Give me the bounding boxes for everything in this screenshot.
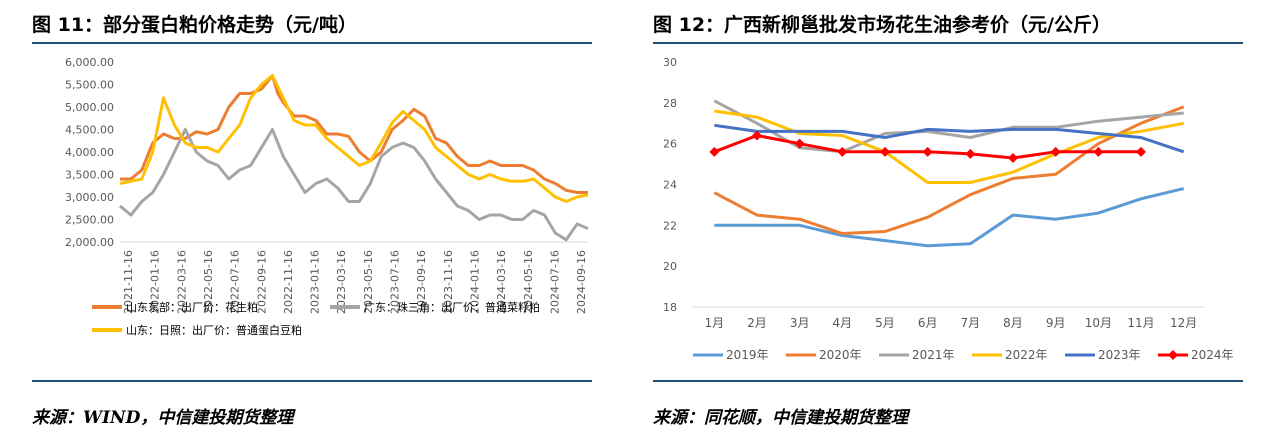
y-tick-label: 26: [663, 138, 677, 151]
y-tick-label: 6,000.00: [65, 56, 114, 69]
series-marker-5: [880, 146, 890, 157]
y-tick-label: 4,500.00: [65, 124, 114, 137]
figure-12-title-rule: [653, 42, 1243, 44]
series-line-0: [714, 187, 1185, 248]
y-tick-label: 30: [663, 56, 677, 69]
x-tick-label: 2023-01-16: [309, 250, 322, 314]
x-tick-label: 2022-01-16: [149, 250, 162, 314]
series-marker-5: [922, 146, 933, 157]
x-tick-label: 8月: [1003, 316, 1023, 330]
y-tick-label: 24: [663, 179, 677, 192]
figure-11-source: 来源：WIND，中信建投期货整理: [32, 408, 294, 428]
meal-price-chart: 2,000.00 2,500.00 3,000.00 3,500.00 4,000.00…: [65, 56, 589, 337]
x-tick-label: 2024-07-16: [548, 250, 561, 314]
y-tick-label: 4,000.00: [65, 146, 114, 159]
x-tick-label: 2022-07-16: [229, 250, 242, 314]
legend-label-0: 山东东部：出厂价：花生粕: [126, 300, 258, 314]
x-tick-label: 2月: [747, 316, 767, 330]
x-tick-label: 2022-05-16: [202, 250, 215, 314]
x-tick-label: 2021-11-16: [122, 250, 135, 314]
legend-label-1: 2020年: [819, 348, 862, 362]
figure-11-panel: 图 11：部分蛋白粕价格走势（元/吨） 2,000.00 2,500.00 3,00…: [0, 0, 630, 437]
x-tick-label: 7月: [961, 316, 981, 330]
legend-label-5: 2024年: [1191, 348, 1234, 362]
x-tick-label: 11月: [1127, 316, 1154, 330]
x-tick-label: 1月: [705, 316, 725, 330]
x-tick-label: 2023-11-16: [442, 250, 455, 314]
series-marker-5: [1136, 146, 1146, 157]
x-tick-label: 2024-01-16: [468, 250, 481, 314]
figure-12-source: 来源：同花顺，中信建投期货整理: [653, 408, 908, 428]
series-line-1: [713, 105, 1185, 235]
y-tick-label: 2,500.00: [65, 214, 114, 227]
x-tick-label: 4月: [833, 316, 853, 330]
x-tick-label: 2022-03-16: [175, 250, 188, 314]
series-marker-5: [1050, 146, 1061, 157]
x-tick-label: 2022-11-16: [282, 250, 295, 314]
figure-12-title: 图 12：广西新柳邕批发市场花生油参考价（元/公斤）: [653, 14, 1111, 36]
series-marker-5: [965, 148, 976, 159]
series-marker-5: [1008, 152, 1018, 163]
legend-label-0: 2019年: [726, 348, 769, 362]
x-tick-label: 5月: [875, 316, 895, 330]
y-tick-label: 20: [663, 260, 677, 273]
legend-label-3: 2022年: [1005, 348, 1048, 362]
y-tick-label: 18: [663, 301, 677, 314]
figure-11-bottom-rule: [32, 380, 592, 382]
series-line-0: [120, 74, 588, 194]
series-line-3: [714, 109, 1184, 184]
y-tick-label: 3,000.00: [65, 191, 114, 204]
figure-12-bottom-rule: [653, 380, 1243, 382]
x-tick-label: 2024-05-16: [522, 250, 535, 314]
series-marker-5: [709, 146, 720, 157]
figure-11-title-rule: [32, 42, 592, 44]
series-marker-5: [837, 146, 848, 157]
legend-label-4: 2023年: [1098, 348, 1141, 362]
y-tick-label: 28: [663, 97, 677, 110]
x-tick-label: 9月: [1046, 316, 1066, 330]
x-tick-label: 2024-03-16: [495, 250, 508, 314]
x-tick-label: 3月: [790, 316, 810, 330]
figure-12-panel: 图 12：广西新柳邕批发市场花生油参考价（元/公斤） 18 20 22 24 26 28 3…: [645, 0, 1261, 437]
legend-marker-5: [1168, 350, 1178, 360]
x-tick-label: 2023-07-16: [389, 250, 402, 314]
x-tick-label: 6月: [918, 316, 938, 330]
x-tick-label: 12月: [1170, 316, 1197, 330]
legend-label-2: 山东：日照：出厂价：普通蛋白豆粕: [126, 323, 302, 337]
series-line-1: [119, 128, 589, 242]
series-marker-5: [794, 138, 805, 149]
y-tick-label: 5,500.00: [65, 79, 114, 92]
series-marker-5: [752, 130, 762, 141]
x-tick-label: 2023-09-16: [415, 250, 428, 314]
x-tick-label: 2024-09-16: [575, 250, 588, 314]
legend-label-1: 广东：珠三角：出厂价：普通菜籽粕: [364, 300, 540, 314]
y-tick-label: 5,000.00: [65, 101, 114, 114]
peanut-oil-price-chart: 18 20 22 24 26 28 30 1月 2月 3月 4月 5月 6月 7月 8月 9月 10月 11月 12…: [663, 56, 1234, 362]
x-tick-label: 10月: [1085, 316, 1112, 330]
figure-11-title: 图 11：部分蛋白粕价格走势（元/吨）: [32, 14, 357, 36]
series-line-4: [714, 123, 1185, 154]
series-line-2: [119, 74, 589, 203]
x-tick-label: 2022-09-16: [255, 250, 268, 314]
x-tick-label: 2023-05-16: [362, 250, 375, 314]
y-tick-label: 22: [663, 219, 677, 232]
series-marker-5: [1093, 146, 1104, 157]
x-tick-label: 2023-03-16: [335, 250, 348, 314]
legend-label-2: 2021年: [912, 348, 955, 362]
y-tick-label: 2,000.00: [65, 236, 114, 249]
y-tick-label: 3,500.00: [65, 169, 114, 182]
